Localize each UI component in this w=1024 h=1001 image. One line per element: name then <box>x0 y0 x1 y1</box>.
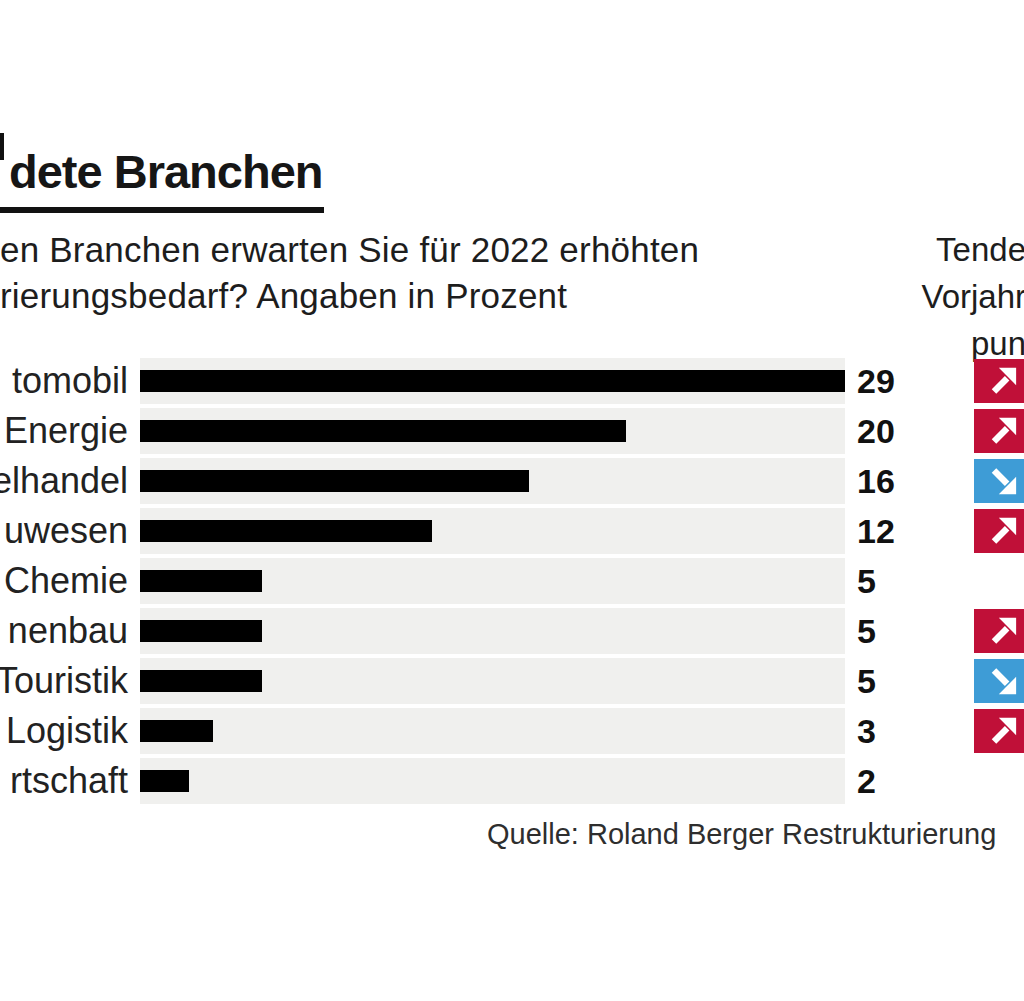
bar-value: 2 <box>857 762 937 801</box>
bar-label: nenbau <box>0 610 128 652</box>
trend-column-header: Tende Vorjahr pun <box>921 226 1024 367</box>
bar-label: Logistik <box>0 710 128 752</box>
trend-up-badge <box>974 359 1024 403</box>
cut-letter-fragment <box>0 133 4 160</box>
table-row: Touristik 5 <box>0 658 1024 704</box>
chart-subtitle-line2: rierungsbedarf? Angaben in Prozent <box>0 276 567 316</box>
trend-down-badge <box>974 459 1024 503</box>
bar <box>140 620 262 642</box>
trend-up-arrow-icon <box>985 363 1021 399</box>
bar-label: uwesen <box>0 510 128 552</box>
trend-up-badge <box>974 609 1024 653</box>
bar-track <box>140 608 845 654</box>
bar-label: tomobil <box>0 360 128 402</box>
bar <box>140 520 432 542</box>
trend-up-badge <box>974 709 1024 753</box>
bar <box>140 570 262 592</box>
bar-label: rtschaft <box>0 760 128 802</box>
trend-up-arrow-icon <box>985 713 1021 749</box>
table-row: uwesen 12 <box>0 508 1024 554</box>
table-row: tomobil 29 <box>0 358 1024 404</box>
chart-subtitle-line1: en Branchen erwarten Sie für 2022 erhöht… <box>0 230 699 270</box>
bar-track <box>140 658 845 704</box>
title-underline <box>0 207 324 213</box>
bar-label: Chemie <box>0 560 128 602</box>
bar <box>140 420 626 442</box>
source-credit: Quelle: Roland Berger Restrukturierung <box>487 818 996 851</box>
bar-value: 5 <box>857 612 937 651</box>
trend-header-line2: Vorjahr <box>921 273 1024 320</box>
bar-track <box>140 458 845 504</box>
bar-value: 5 <box>857 562 937 601</box>
page-title: dete Branchen <box>9 144 322 199</box>
trend-up-arrow-icon <box>985 613 1021 649</box>
bar <box>140 470 529 492</box>
trend-down-badge <box>974 659 1024 703</box>
table-row: nenbau 5 <box>0 608 1024 654</box>
table-row: Logistik 3 <box>0 708 1024 754</box>
bar-track <box>140 558 845 604</box>
bar-value: 16 <box>857 462 937 501</box>
bar-label: Energie <box>0 410 128 452</box>
table-row: Chemie 5 <box>0 558 1024 604</box>
bar <box>140 670 262 692</box>
bar-track <box>140 758 845 804</box>
trend-down-arrow-icon <box>985 463 1021 499</box>
table-row: elhandel 16 <box>0 458 1024 504</box>
bar-label: Touristik <box>0 660 128 702</box>
bar-value: 5 <box>857 662 937 701</box>
bar-track <box>140 358 845 404</box>
trend-up-arrow-icon <box>985 513 1021 549</box>
bar-label: elhandel <box>0 460 128 502</box>
bar-value: 20 <box>857 412 937 451</box>
bar-value: 12 <box>857 512 937 551</box>
trend-up-badge <box>974 409 1024 453</box>
bar <box>140 370 845 392</box>
trend-header-line1: Tende <box>921 226 1024 273</box>
bar-value: 29 <box>857 362 937 401</box>
trend-up-badge <box>974 509 1024 553</box>
infographic-canvas: dete Branchen en Branchen erwarten Sie f… <box>0 0 1024 1001</box>
bar-track <box>140 508 845 554</box>
table-row: rtschaft 2 <box>0 758 1024 804</box>
bar-track <box>140 408 845 454</box>
bar-track <box>140 708 845 754</box>
table-row: Energie 20 <box>0 408 1024 454</box>
bar <box>140 720 213 742</box>
bar <box>140 770 189 792</box>
bar-chart: tomobil 29 Energie 20 elhandel 16 uwesen 12 Chem… <box>0 358 1024 808</box>
bar-value: 3 <box>857 712 937 751</box>
trend-up-arrow-icon <box>985 413 1021 449</box>
trend-down-arrow-icon <box>985 663 1021 699</box>
